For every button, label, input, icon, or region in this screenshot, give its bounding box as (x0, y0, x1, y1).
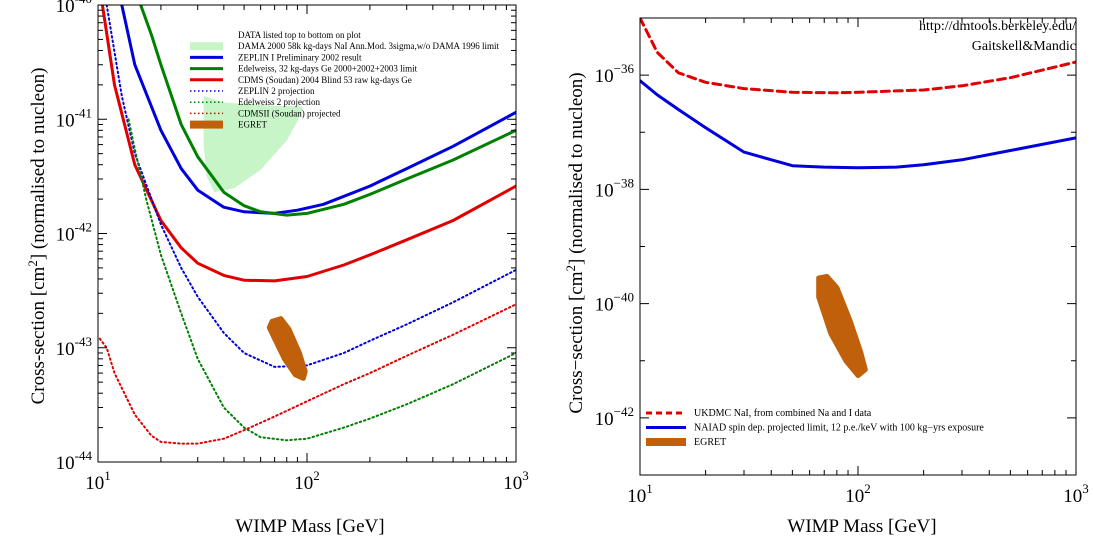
left-chart-legend-label: Edelweiss 2 projection (238, 97, 320, 107)
right-chart-series-2-blob (816, 273, 868, 379)
left-chart-series-7-line (98, 303, 516, 445)
left-chart-xtick-label: 102 (294, 468, 320, 494)
left-chart-legend-label: ZEPLIN I Preliminary 2002 result (238, 52, 362, 62)
left-chart-legend-swatch (190, 42, 223, 51)
right-chart-legend: UKDMC NaI, from combined Na and I data NA… (646, 408, 984, 448)
left-chart-legend-label: Edelweiss, 32 kg-days Ge 2000+2002+2003 … (238, 64, 418, 74)
right-chart-tick-marks (639, 17, 1077, 476)
right-chart-data-area (640, 18, 1076, 379)
right-chart: Cross−section [cm2] (normalised to nucle… (563, 17, 1089, 537)
left-chart-legend-label: CDMSII (Soudan) projected (238, 108, 341, 118)
left-chart-xlabel: WIMP Mass [GeV] (235, 516, 384, 537)
right-chart-ytick-label: 10−36 (595, 61, 635, 87)
right-chart-series-0-line (640, 18, 1076, 95)
right-chart-legend-swatch (646, 438, 686, 446)
left-chart-series-3-line (139, 5, 516, 217)
right-chart-url-annotation: http://dmtools.berkeley.edu/ (919, 19, 1076, 34)
left-chart-series-4-line (100, 5, 516, 283)
right-chart-ylabel: Cross−section [cm2] (normalised to nucle… (563, 72, 587, 413)
left-chart-xtick-label: 103 (503, 468, 529, 494)
left-chart-legend-label: DATA listed top to bottom on plot (238, 30, 361, 40)
left-chart-xtick-label: 101 (85, 468, 111, 494)
left-chart-ytick-label: 10-41 (56, 105, 92, 131)
left-chart-legend-label: ZEPLIN 2 projection (238, 86, 315, 96)
left-chart-tick-marks (97, 4, 517, 463)
right-chart-legend-label: EGRET (694, 437, 726, 448)
left-chart-legend-label: CDMS (Soudan) 2004 Blind 53 raw kg-days … (238, 75, 412, 85)
right-chart-xtick-label: 101 (627, 481, 653, 507)
left-chart-ylabel: Cross-section [cm2] (normalised to nucle… (25, 68, 49, 405)
right-chart-xlabel: WIMP Mass [GeV] (787, 516, 936, 537)
left-chart-series-1-region (203, 95, 303, 193)
left-chart-legend-swatch (190, 120, 223, 129)
left-chart: Cross-section [cm2] (normalised to nucle… (25, 0, 529, 537)
right-chart-ytick-label: 10−38 (595, 175, 634, 201)
left-chart-series-8-blob (266, 316, 308, 381)
right-chart-frame (639, 17, 1077, 476)
right-chart-legend-label: UKDMC NaI, from combined Na and I data (694, 408, 872, 419)
left-chart-data-area (98, 5, 516, 445)
right-chart-ytick-label: 10−40 (595, 290, 634, 316)
right-chart-xtick-label: 103 (1063, 481, 1089, 507)
left-chart-series-6-line (127, 118, 516, 442)
right-chart-xtick-label: 102 (845, 481, 871, 507)
left-chart-ytick-label: 10-42 (56, 220, 92, 246)
right-chart-series-1-line (640, 79, 1076, 170)
left-chart-ytick-label: 10-43 (56, 334, 92, 360)
left-chart-ytick-label: 10-44 (56, 448, 93, 474)
right-chart-author-annotation: Gaitskell&Mandic (972, 39, 1076, 54)
right-chart-ytick-label: 10−42 (595, 404, 634, 430)
left-chart-series-5-line (105, 5, 516, 368)
left-chart-legend-label: DAMA 2000 58k kg-days NaI Ann.Mod. 3sigm… (238, 41, 499, 51)
left-chart-legend-label: EGRET (238, 120, 267, 130)
right-chart-legend-label: NAIAD spin dep. projected limit, 12 p.e.… (694, 423, 984, 434)
left-chart-ytick-label: 10-40 (56, 0, 92, 17)
